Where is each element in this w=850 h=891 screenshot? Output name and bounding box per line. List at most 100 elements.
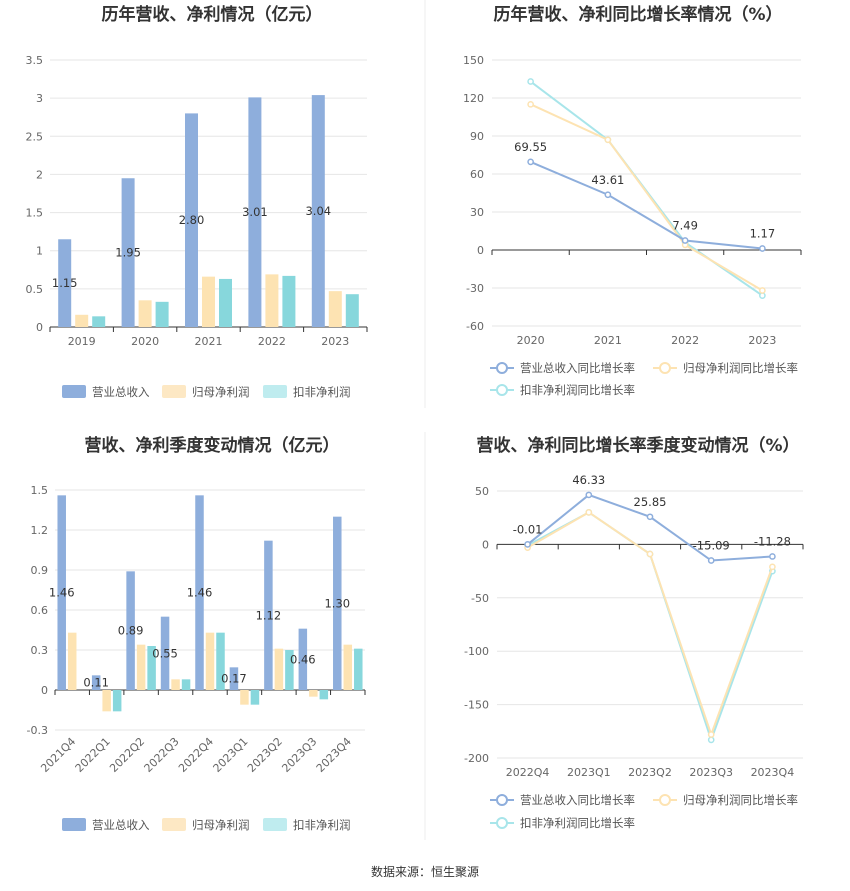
x-tick-label: 2022Q3 bbox=[142, 735, 182, 775]
y-tick-label: 1.5 bbox=[26, 207, 44, 220]
bar-net-profit bbox=[138, 300, 152, 327]
legend-label: 扣非净利润 bbox=[293, 818, 351, 832]
bar-revenue bbox=[57, 495, 66, 690]
data-point-revenue-growth bbox=[604, 191, 612, 199]
data-label: 3.01 bbox=[242, 205, 268, 219]
y-tick-label: -100 bbox=[464, 645, 489, 658]
legend-label: 营业总收入 bbox=[92, 385, 150, 399]
y-tick-label: 50 bbox=[475, 485, 489, 498]
legend-label: 营业总收入同比增长率 bbox=[520, 361, 635, 375]
bar-revenue bbox=[126, 571, 135, 690]
annual-growth-rate-chart: 历年营收、净利同比增长率情况（%） -60 -30 0 30 60 90 120 150 202… bbox=[463, 4, 802, 397]
y-tick-label: 60 bbox=[470, 168, 484, 181]
data-point-revenue-growth bbox=[681, 237, 689, 244]
data-point-net-profit-growth bbox=[769, 563, 776, 571]
x-tick-label: 2023Q3 bbox=[279, 735, 319, 775]
data-label: 1.95 bbox=[115, 246, 141, 260]
legend-label: 归母净利润 bbox=[192, 818, 250, 832]
bar-deducted-profit bbox=[112, 690, 122, 712]
data-label: 1.30 bbox=[324, 596, 350, 610]
data-source-note: 数据来源：恒生聚源 bbox=[371, 864, 479, 879]
bar-net-profit bbox=[328, 291, 342, 327]
data-label: 1.17 bbox=[750, 227, 776, 241]
bar-revenue bbox=[185, 113, 198, 328]
bar-revenue bbox=[298, 628, 308, 690]
data-label: -0.01 bbox=[513, 522, 543, 536]
y-tick-label: 1 bbox=[36, 245, 43, 258]
y-tick-label: -60 bbox=[466, 320, 484, 333]
data-label: 1.12 bbox=[256, 608, 282, 622]
data-label: 0.11 bbox=[83, 676, 109, 690]
annual-revenue-profit-chart: 历年营收、净利情况（亿元） 0 0.5 1 1.5 2 2.5 3 3.5 1.15 2019 1.… bbox=[26, 4, 368, 399]
data-label: -11.28 bbox=[754, 534, 791, 548]
data-point-deducted-profit-growth bbox=[707, 736, 715, 744]
quarterly-revenue-profit-chart: 营收、净利季度变动情况（亿元） -0.3 0 0.3 0.6 0.9 1.2 1.5 1.46… bbox=[27, 435, 366, 832]
bar-deducted-profit bbox=[216, 632, 225, 690]
x-tick-label: 2023Q4 bbox=[314, 735, 354, 775]
data-point-net-profit-growth bbox=[759, 287, 766, 294]
y-tick-label: -0.3 bbox=[27, 724, 48, 737]
x-tick-label: 2023Q2 bbox=[628, 766, 672, 779]
bar-revenue bbox=[311, 95, 325, 327]
legend-label: 归母净利润同比增长率 bbox=[683, 793, 798, 807]
data-label: -15.09 bbox=[693, 539, 730, 553]
x-tick-label: 2019 bbox=[68, 335, 96, 348]
bar-net-profit bbox=[205, 632, 215, 690]
x-tick-label: 2022Q4 bbox=[506, 766, 550, 779]
legend-label: 归母净利润 bbox=[192, 385, 250, 399]
y-tick-label: -30 bbox=[466, 282, 484, 295]
y-tick-label: 0.6 bbox=[31, 604, 49, 617]
data-point-deducted-profit-growth bbox=[527, 78, 534, 85]
bar-deducted-profit bbox=[354, 648, 363, 690]
bar-net-profit bbox=[102, 690, 111, 712]
data-label: 1.46 bbox=[187, 586, 213, 600]
y-tick-label: -50 bbox=[471, 592, 489, 605]
y-tick-label: 1.2 bbox=[31, 524, 49, 537]
bar-revenue bbox=[58, 239, 72, 327]
legend-marker bbox=[496, 362, 508, 374]
x-tick-label: 2023Q1 bbox=[211, 735, 251, 775]
y-tick-label: 0 bbox=[477, 244, 484, 257]
y-tick-label: 30 bbox=[470, 206, 484, 219]
legend-label: 归母净利润同比增长率 bbox=[683, 361, 798, 375]
bar-net-profit bbox=[274, 648, 284, 690]
bar-net-profit bbox=[75, 314, 89, 327]
data-label: 0.17 bbox=[221, 672, 247, 686]
bar-net-profit bbox=[67, 632, 77, 690]
bar-deducted-profit bbox=[219, 278, 232, 327]
chart-title: 营收、净利同比增长率季度变动情况（%） bbox=[476, 435, 799, 456]
x-tick-label: 2022 bbox=[671, 334, 699, 347]
bar-revenue bbox=[229, 667, 239, 690]
x-tick-label: 2021Q4 bbox=[38, 735, 78, 775]
y-tick-label: 0.5 bbox=[26, 283, 44, 296]
quarterly-growth-rate-chart: 营收、净利同比增长率季度变动情况（%） -200 -150 -100 -50 0 50 20… bbox=[464, 435, 804, 830]
bar-deducted-profit bbox=[155, 301, 169, 327]
series-line-net-profit-growth bbox=[530, 103, 763, 292]
bar-deducted-profit bbox=[181, 679, 191, 690]
bar-deducted-profit bbox=[345, 294, 359, 327]
bar-revenue bbox=[333, 516, 342, 690]
y-tick-label: 90 bbox=[470, 130, 484, 143]
data-point-revenue-growth bbox=[527, 158, 534, 166]
legend-swatch bbox=[263, 818, 287, 831]
chart-title: 营收、净利季度变动情况（亿元） bbox=[85, 435, 340, 456]
bar-net-profit bbox=[171, 679, 180, 690]
x-tick-label: 2023Q3 bbox=[689, 766, 733, 779]
legend-swatch bbox=[162, 385, 186, 398]
legend-label: 营业总收入同比增长率 bbox=[520, 793, 635, 807]
series-line-deducted-profit-growth bbox=[527, 511, 774, 743]
bar-revenue bbox=[160, 616, 170, 690]
legend-marker bbox=[659, 794, 671, 806]
y-tick-label: 0.3 bbox=[31, 644, 49, 657]
x-tick-label: 2023 bbox=[321, 335, 349, 348]
x-tick-label: 2023Q4 bbox=[751, 766, 795, 779]
data-point-revenue-growth bbox=[769, 553, 776, 560]
series-line-net-profit-growth bbox=[527, 511, 774, 738]
y-tick-label: 0 bbox=[41, 684, 48, 697]
bar-net-profit bbox=[202, 276, 215, 327]
bar-net-profit bbox=[136, 644, 146, 690]
legend-swatch bbox=[162, 818, 186, 831]
series-line-revenue-growth bbox=[530, 160, 763, 250]
series-line-deducted-profit-growth bbox=[530, 80, 763, 297]
